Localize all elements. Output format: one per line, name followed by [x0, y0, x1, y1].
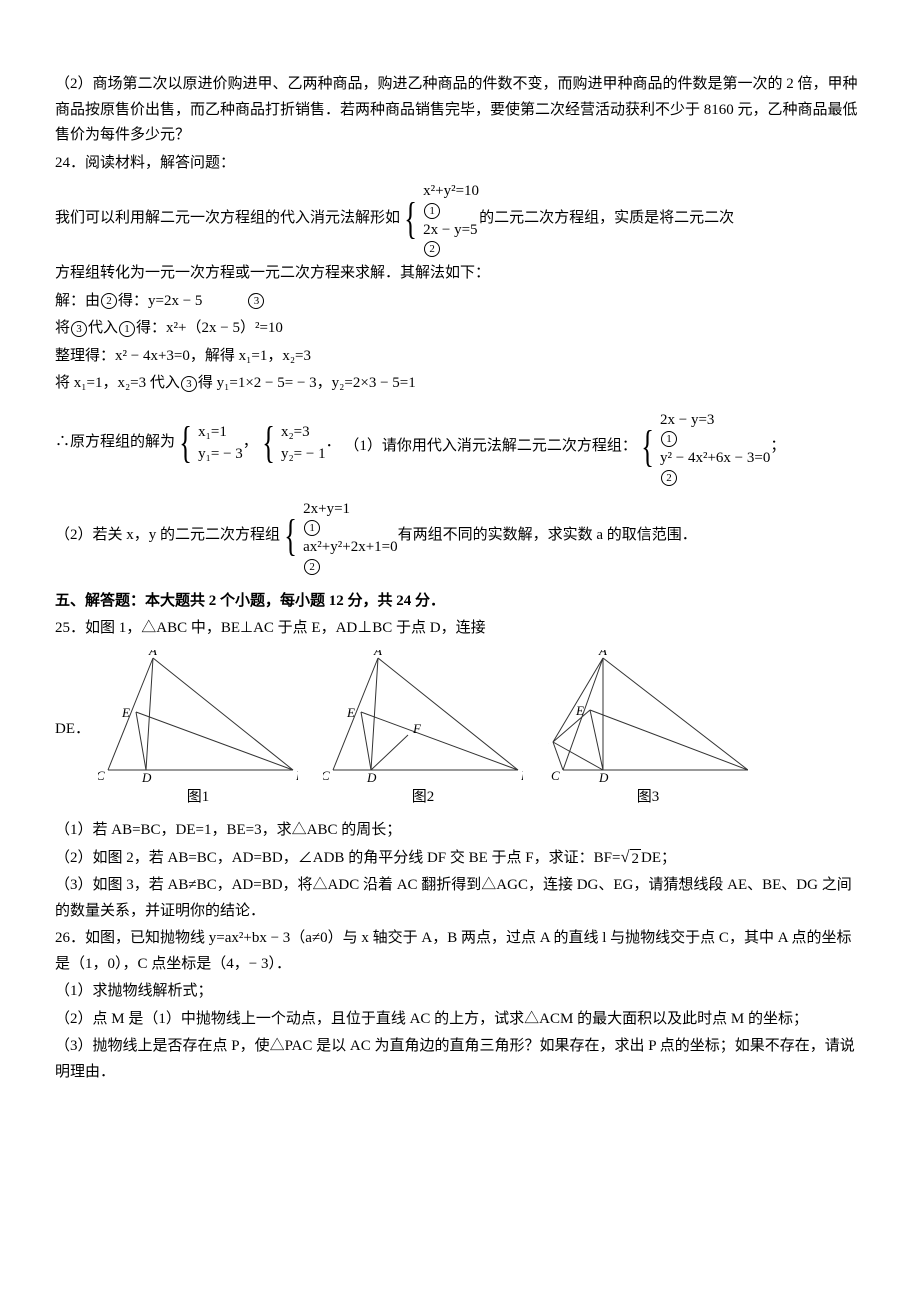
circled-2-icon: 2	[424, 241, 440, 257]
svg-text:C: C	[323, 768, 330, 783]
svg-text:B: B	[296, 768, 298, 783]
svg-text:B: B	[521, 768, 523, 783]
svg-text:E: E	[121, 705, 130, 720]
q24-sol1: { x₁=1 y₁= − 3	[175, 421, 243, 466]
circled-1-icon: 1	[304, 520, 320, 536]
section5-heading: 五、解答题：本大题共 2 个小题，每小题 12 分，共 24 分．	[55, 589, 865, 615]
q26-part2: （2）点 M 是（1）中抛物线上一个动点，且位于直线 AC 的上方，试求△ACM…	[55, 1007, 865, 1033]
q25-part3: （3）如图 3，若 AB≠BC，AD=BD，将△ADC 沿着 AC 翻折得到△A…	[55, 873, 865, 924]
figure-2: A B C D E F 图2	[323, 650, 523, 811]
sqrt-icon: √2	[620, 849, 641, 868]
q26-part3: （3）抛物线上是否存在点 P，使△PAC 是以 AC 为直角边的直角三角形？如果…	[55, 1034, 865, 1085]
circled-3-icon: 3	[71, 321, 87, 337]
q25-part2: （2）如图 2，若 AB=BC，AD=BD，∠ADB 的角平分线 DF 交 BE…	[55, 846, 865, 872]
q24-p2-system: { 2x+y=11 ax²+y²+2x+1=02	[280, 498, 398, 575]
q24-p1-system: { 2x − y=31 y² − 4x²+6x − 3=02	[637, 409, 770, 486]
q25-title: 25．如图 1，△ABC 中，BE⊥AC 于点 E，AD⊥BC 于点 D，连接	[55, 616, 865, 642]
q24-part2: （2）若关 x，y 的二元二次方程组 { 2x+y=11 ax²+y²+2x+1…	[55, 498, 697, 575]
figure-2-caption: 图2	[323, 785, 523, 811]
circled-2-icon: 2	[101, 293, 117, 309]
figure-1-caption: 图1	[98, 785, 298, 811]
circled-2-icon: 2	[304, 559, 320, 575]
q24-intro-c: 方程组转化为一元一次方程或一元二次方程来求解．其解法如下：	[55, 261, 865, 287]
svg-text:G: G	[548, 735, 549, 750]
q23-part2: （2）商场第二次以原进价购进甲、乙两种商品，购进乙种商品的件数不变，而购进甲种商…	[55, 72, 865, 149]
circled-1-icon: 1	[661, 431, 677, 447]
circled-3-icon: 3	[248, 293, 264, 309]
figure-1: A B C D E 图1	[98, 650, 298, 811]
circled-1-icon: 1	[424, 203, 440, 219]
q24-sys1-l2: 2x − y=5	[423, 219, 479, 242]
q24-solution: ∴原方程组的解为 { x₁=1 y₁= − 3 ， { x₂=3 y₂= − 1…	[55, 421, 341, 466]
svg-text:D: D	[598, 770, 609, 785]
svg-text:A: A	[598, 650, 607, 658]
circled-3-icon: 3	[181, 376, 197, 392]
q25-part1: （1）若 AB=BC，DE=1，BE=3，求△ABC 的周长；	[55, 818, 865, 844]
q24-system1: { x²+y²=101 2x − y=52	[400, 180, 479, 257]
svg-text:E: E	[346, 705, 355, 720]
figure-3: ABCDEG 图3	[548, 650, 748, 811]
q24-title: 24．阅读材料，解答问题：	[55, 151, 865, 177]
q25-de-label: DE．	[55, 717, 90, 743]
q24-step3: 整理得：x² − 4x+3=0，解得 x₁=1，x₂=3	[55, 344, 865, 370]
svg-text:A: A	[148, 650, 157, 658]
svg-text:A: A	[373, 650, 382, 658]
q26-part1: （1）求抛物线解析式；	[55, 979, 865, 1005]
svg-text:C: C	[98, 768, 105, 783]
q26-title: 26．如图，已知抛物线 y=ax²+bx − 3（a≠0）与 x 轴交于 A，B…	[55, 926, 865, 977]
figure-3-caption: 图3	[548, 785, 748, 811]
q24-step1: 解：由2得：y=2x − 5 3	[55, 289, 865, 315]
q24-sys1-l1: x²+y²=10	[423, 180, 479, 203]
circled-1-icon: 1	[119, 321, 135, 337]
svg-text:F: F	[412, 721, 422, 736]
svg-text:D: D	[141, 770, 152, 785]
q24-step2: 将3代入1得：x²+（2x − 5）²=10	[55, 316, 865, 342]
q24-intro-b: 的二元二次方程组，实质是将二元二次	[479, 206, 734, 232]
q24-step4: 将 x₁=1，x₂=3 代入3得 y₁=1×2 − 5= − 3，y₂=2×3 …	[55, 371, 865, 397]
svg-text:C: C	[551, 768, 560, 783]
q24-intro-a: 我们可以利用解二元一次方程组的代入消元法解形如	[55, 206, 400, 232]
q25-figure-row: DE． A B C D E 图1 A B C D E F 图2 A B C D E G 图3	[55, 644, 865, 817]
q24-intro: 我们可以利用解二元一次方程组的代入消元法解形如 { x²+y²=101 2x −…	[55, 180, 734, 257]
q24-sol2: { x₂=3 y₂= − 1	[258, 421, 326, 466]
svg-text:D: D	[366, 770, 377, 785]
circled-2-icon: 2	[661, 470, 677, 486]
q24-part1: （1）请你用代入消元法解二元二次方程组： { 2x − y=31 y² − 4x…	[344, 409, 785, 486]
